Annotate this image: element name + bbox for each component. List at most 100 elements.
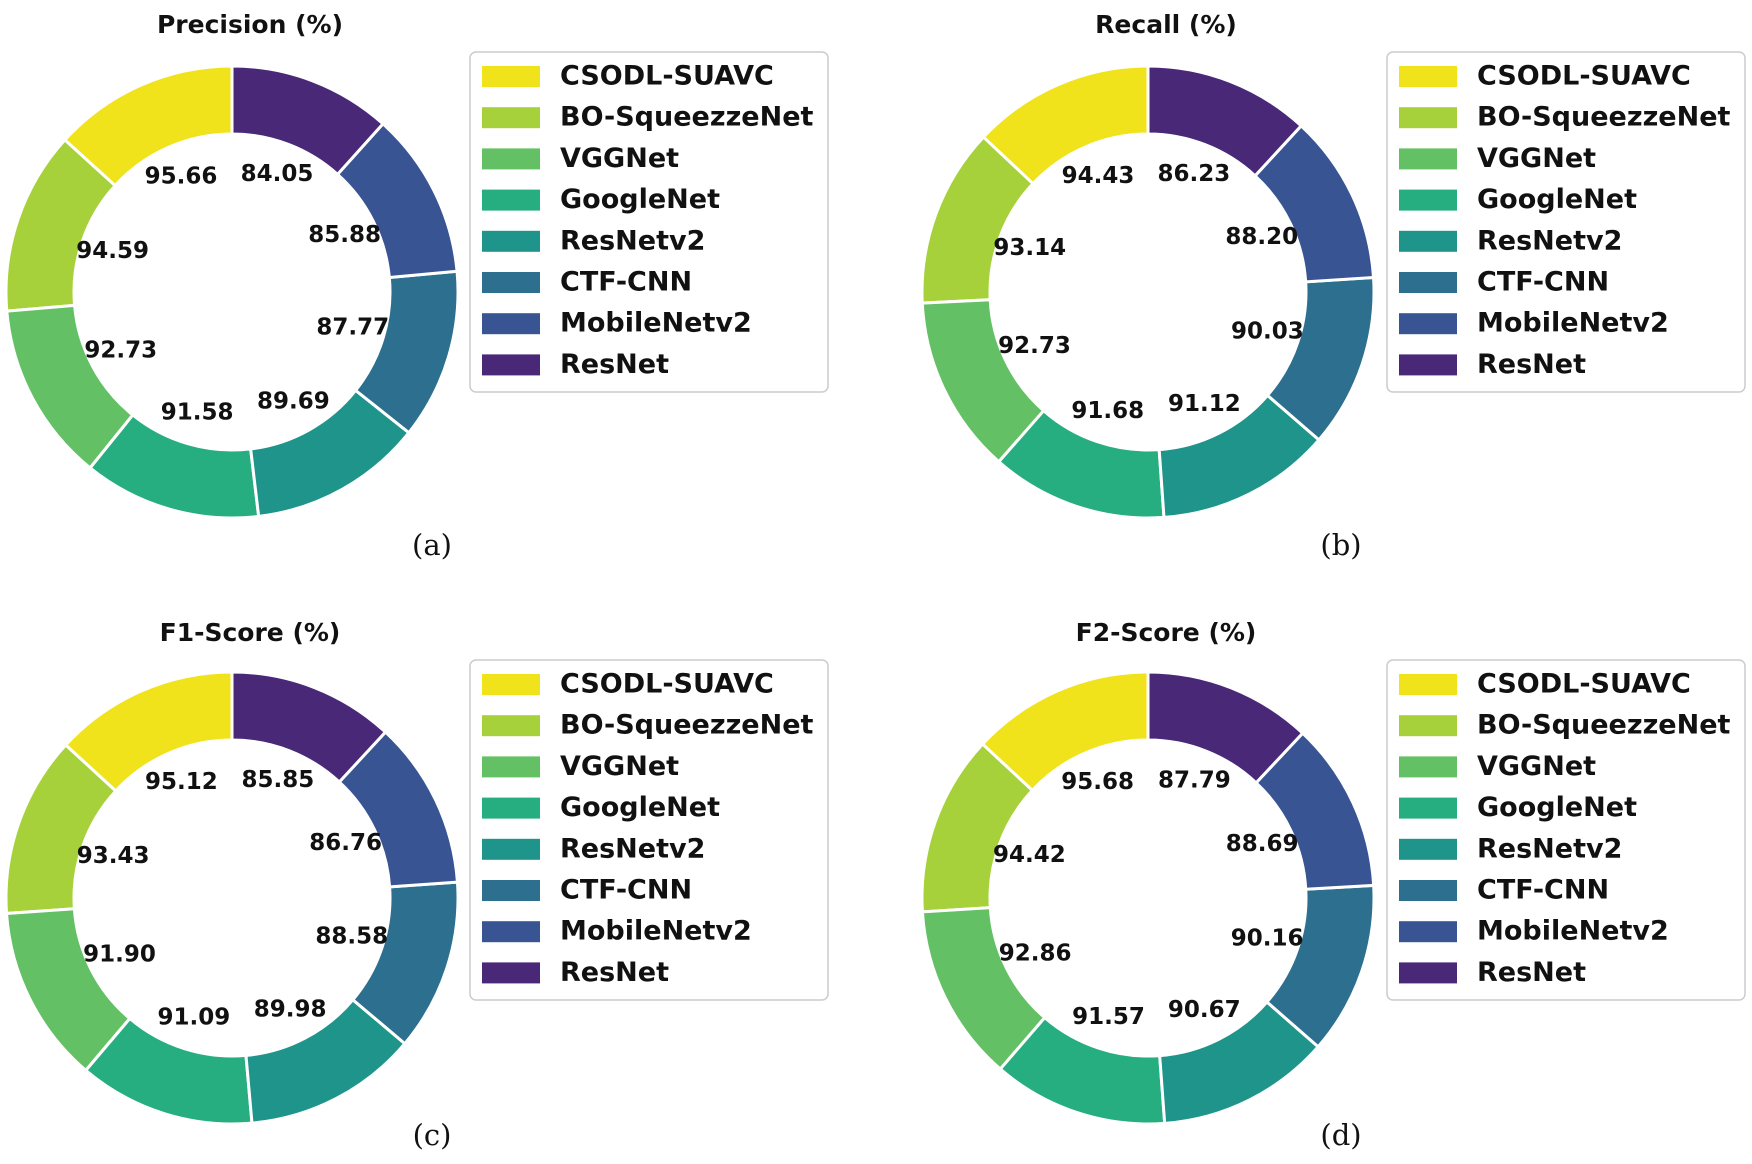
legend-label-ctf-cnn: CTF-CNN [560, 875, 692, 906]
legend-label-vggnet: VGGNet [560, 751, 679, 782]
legend-swatch-ctf-cnn [1399, 880, 1457, 901]
legend-label-googlenet: GoogleNet [560, 792, 720, 823]
chart-title: F2-Score (%) [1076, 618, 1257, 647]
legend-swatch-resnetv2 [1399, 230, 1457, 252]
value-label-csodl-suavc: 95.68 [1061, 769, 1134, 795]
legend-swatch-vggnet [482, 148, 540, 170]
legend-label-csodl-suavc: CSODL-SUAVC [560, 669, 774, 700]
legend-label-vggnet: VGGNet [1477, 751, 1596, 782]
value-label-resnet: 87.79 [1158, 767, 1231, 793]
chart-precision: Precision (%) 95.66 94.59 92.73 91.58 89.69 87… [4, 10, 829, 562]
legend-swatch-ctf-cnn [482, 272, 540, 293]
legend-swatch-vggnet [1399, 148, 1457, 170]
legend-label-resnetv2: ResNetv2 [1477, 225, 1622, 256]
value-label-vggnet: 92.73 [84, 338, 157, 364]
legend-label-resnet: ResNet [1477, 349, 1586, 380]
legend-label-csodl-suavc: CSODL-SUAVC [560, 61, 774, 92]
panel-caption: (d) [1320, 1118, 1361, 1152]
value-label-resnet: 84.05 [241, 161, 314, 187]
value-label-bo-squeezzenet: 93.14 [993, 235, 1066, 261]
slice-resnet [230, 670, 388, 785]
legend-swatch-resnetv2 [1399, 838, 1457, 860]
legend-swatch-googlenet [482, 797, 540, 819]
legend-label-mobilenetv2: MobileNetv2 [1477, 916, 1669, 947]
value-label-resnetv2: 89.98 [254, 996, 327, 1022]
legend-label-bo-squeezzenet: BO-SqueezzeNet [1477, 102, 1731, 133]
value-label-csodl-suavc: 95.12 [145, 769, 218, 795]
value-label-mobilenetv2: 85.88 [308, 222, 381, 248]
legend: CSODL-SUAVC BO-SqueezzeNet VGGNet GoogleNet… [469, 51, 829, 393]
legend-label-googlenet: GoogleNet [1477, 184, 1637, 215]
chart-title: Precision (%) [157, 10, 343, 39]
legend-swatch-vggnet [482, 756, 540, 778]
value-label-ctf-cnn: 87.77 [316, 315, 389, 341]
value-label-resnetv2: 90.67 [1168, 997, 1241, 1023]
slice-resnet [1146, 670, 1305, 785]
legend-label-bo-squeezzenet: BO-SqueezzeNet [1477, 710, 1731, 741]
legend-frame [469, 659, 829, 1001]
value-label-mobilenetv2: 86.76 [309, 830, 382, 856]
legend-swatch-mobilenetv2 [482, 921, 540, 943]
legend-label-ctf-cnn: CTF-CNN [1477, 875, 1609, 906]
chart-title: F1-Score (%) [160, 618, 341, 647]
legend-label-ctf-cnn: CTF-CNN [560, 267, 692, 298]
legend-swatch-googlenet [1399, 797, 1457, 819]
value-label-resnetv2: 89.69 [257, 389, 330, 415]
chart-f2-score: F2-Score (%) 95.68 94.42 92.86 91.57 90.67 90.… [920, 618, 1746, 1152]
legend-swatch-csodl-suavc [1399, 66, 1457, 87]
legend-label-bo-squeezzenet: BO-SqueezzeNet [560, 710, 814, 741]
value-label-bo-squeezzenet: 93.43 [77, 843, 150, 869]
legend-swatch-bo-squeezzenet [1399, 107, 1457, 129]
legend-swatch-bo-squeezzenet [482, 107, 540, 129]
legend-swatch-googlenet [1399, 189, 1457, 211]
legend-frame [469, 51, 829, 393]
value-label-googlenet: 91.09 [157, 1005, 230, 1031]
legend-label-mobilenetv2: MobileNetv2 [1477, 308, 1669, 339]
value-label-csodl-suavc: 94.43 [1062, 163, 1135, 189]
legend-swatch-vggnet [1399, 756, 1457, 778]
legend-swatch-resnetv2 [482, 230, 540, 252]
legend-swatch-ctf-cnn [1399, 272, 1457, 293]
legend: CSODL-SUAVC BO-SqueezzeNet VGGNet GoogleNet… [1386, 51, 1746, 393]
value-label-googlenet: 91.58 [161, 400, 234, 426]
chart-title: Recall (%) [1095, 10, 1237, 39]
legend-swatch-resnet [1399, 962, 1457, 984]
legend: CSODL-SUAVC BO-SqueezzeNet VGGNet GoogleNet… [469, 659, 829, 1001]
legend-label-resnetv2: ResNetv2 [560, 225, 705, 256]
value-label-mobilenetv2: 88.69 [1226, 831, 1299, 857]
value-label-resnet: 86.23 [1157, 161, 1230, 187]
value-label-googlenet: 91.68 [1071, 398, 1144, 424]
value-label-vggnet: 92.73 [998, 333, 1071, 359]
value-label-resnetv2: 91.12 [1168, 391, 1241, 417]
value-label-ctf-cnn: 90.16 [1231, 925, 1304, 951]
legend-swatch-bo-squeezzenet [1399, 715, 1457, 737]
chart-f1-score: F1-Score (%) 95.12 93.43 91.90 91.09 89.98 88.… [4, 618, 829, 1152]
legend-label-resnetv2: ResNetv2 [560, 833, 705, 864]
legend-label-vggnet: VGGNet [1477, 143, 1596, 174]
legend-swatch-ctf-cnn [482, 880, 540, 901]
panel-caption: (b) [1320, 528, 1361, 562]
legend-swatch-resnetv2 [482, 838, 540, 860]
legend-label-mobilenetv2: MobileNetv2 [560, 308, 752, 339]
value-label-vggnet: 91.90 [83, 941, 156, 967]
value-label-mobilenetv2: 88.20 [1225, 224, 1298, 250]
legend-label-resnetv2: ResNetv2 [1477, 833, 1622, 864]
legend-swatch-bo-squeezzenet [482, 715, 540, 737]
legend-swatch-resnet [482, 354, 540, 376]
legend-swatch-csodl-suavc [482, 674, 540, 695]
legend-swatch-resnet [482, 962, 540, 984]
slice-resnet [1146, 64, 1304, 178]
legend-label-resnet: ResNet [1477, 957, 1586, 988]
legend-label-ctf-cnn: CTF-CNN [1477, 267, 1609, 298]
value-label-bo-squeezzenet: 94.42 [993, 842, 1066, 868]
legend-swatch-resnet [1399, 354, 1457, 376]
legend-swatch-csodl-suavc [1399, 674, 1457, 695]
value-label-resnet: 85.85 [242, 767, 315, 793]
chart-recall: Recall (%) 94.43 93.14 92.73 91.68 91.12 90.03… [920, 10, 1746, 562]
legend-swatch-mobilenetv2 [1399, 921, 1457, 943]
legend-label-vggnet: VGGNet [560, 143, 679, 174]
legend-swatch-googlenet [482, 189, 540, 211]
legend-label-csodl-suavc: CSODL-SUAVC [1477, 61, 1691, 92]
value-label-googlenet: 91.57 [1072, 1004, 1145, 1030]
